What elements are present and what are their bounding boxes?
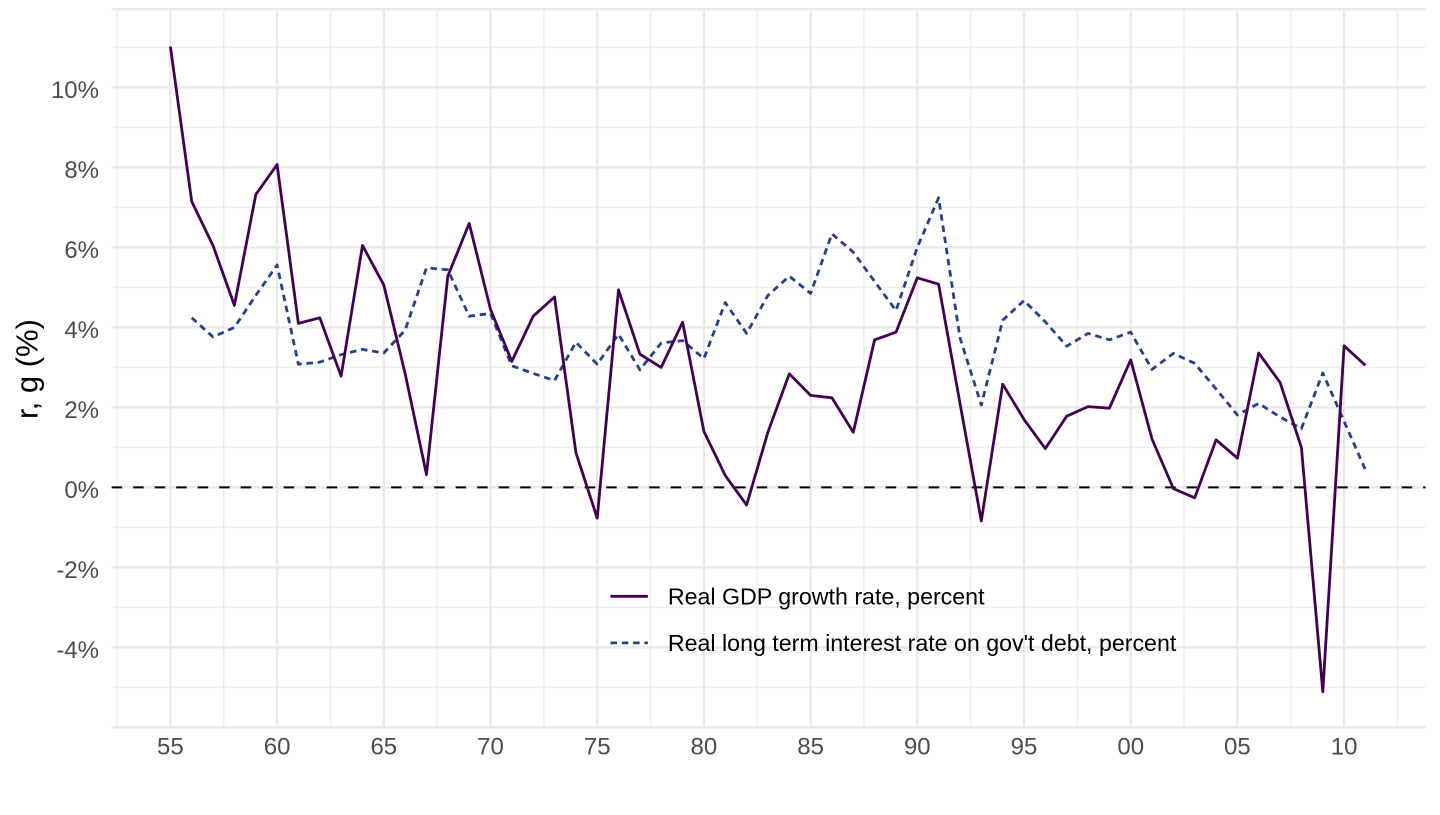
svg-text:r, g (%): r, g (%) <box>10 319 45 419</box>
svg-text:95: 95 <box>1011 734 1038 761</box>
svg-text:6%: 6% <box>64 237 99 264</box>
svg-text:90: 90 <box>904 734 931 761</box>
svg-text:55: 55 <box>157 734 184 761</box>
svg-text:Real long term interest rate o: Real long term interest rate on gov't de… <box>668 630 1177 656</box>
svg-text:10: 10 <box>1331 734 1358 761</box>
svg-text:70: 70 <box>477 734 504 761</box>
svg-text:65: 65 <box>370 734 397 761</box>
svg-text:2%: 2% <box>64 397 99 424</box>
svg-text:8%: 8% <box>64 157 99 184</box>
svg-text:0%: 0% <box>64 477 99 504</box>
svg-text:75: 75 <box>584 734 611 761</box>
svg-text:Real GDP growth rate, percent: Real GDP growth rate, percent <box>668 583 985 609</box>
svg-text:-4%: -4% <box>56 637 99 664</box>
svg-text:05: 05 <box>1224 734 1251 761</box>
svg-text:85: 85 <box>797 734 824 761</box>
svg-text:10%: 10% <box>51 77 99 104</box>
svg-text:00: 00 <box>1117 734 1144 761</box>
svg-text:4%: 4% <box>64 317 99 344</box>
svg-text:80: 80 <box>691 734 718 761</box>
svg-text:-2%: -2% <box>56 557 99 584</box>
svg-text:60: 60 <box>264 734 291 761</box>
